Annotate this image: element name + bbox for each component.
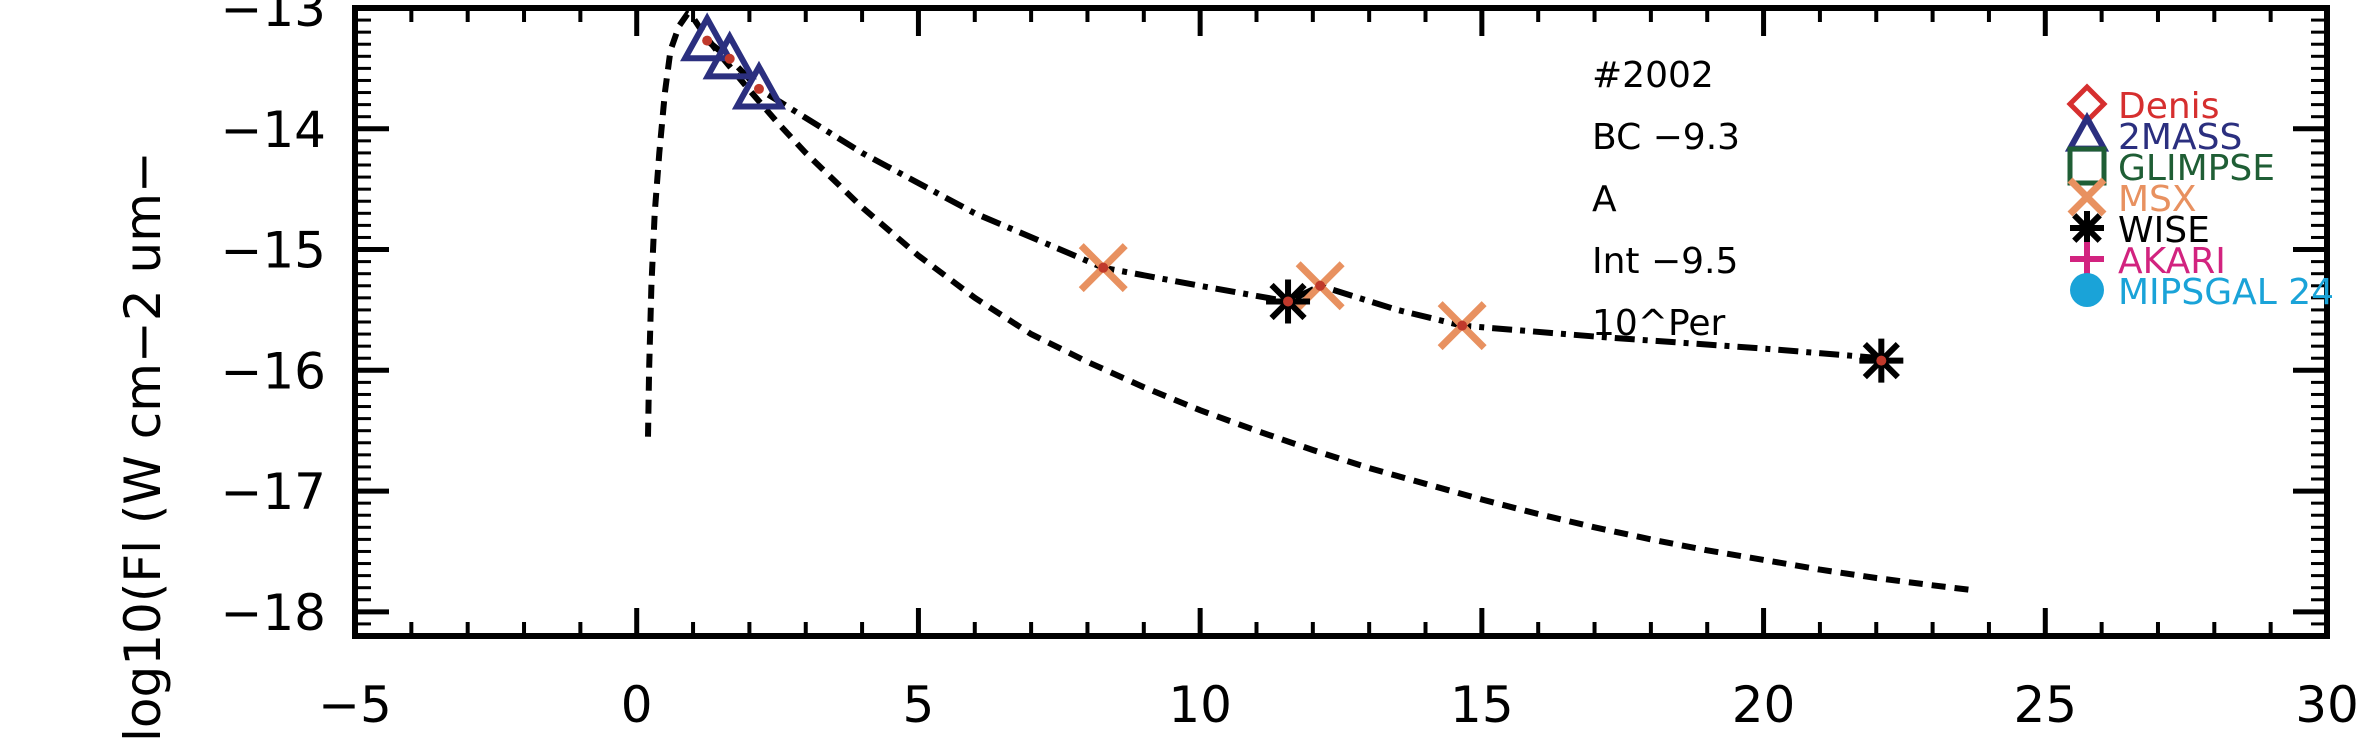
legend-label: AKARI: [2118, 241, 2226, 282]
x-tick-label: 25: [2013, 676, 2077, 734]
data-point-center: [1283, 296, 1294, 307]
y-tick-label: −16: [220, 342, 326, 400]
data-point-2mass: [702, 30, 757, 80]
legend-label: 2MASS: [2118, 117, 2242, 158]
data-point-center: [1315, 280, 1326, 291]
data-point-2mass: [680, 12, 735, 62]
legend-label: GLIMPSE: [2118, 148, 2275, 189]
data-point-center: [1457, 320, 1468, 331]
tick-labels: −5 0 5 10 15 20 25 30 −18 −17 −16 −15 −14 −13: [220, 0, 2358, 734]
x-tick-label: 10: [1168, 676, 1232, 734]
annotations: #2002 BC −9.3 A Int −9.5 10^Per: [1592, 55, 1740, 344]
data-point-2mass: [731, 60, 787, 110]
data-point-center: [1876, 355, 1887, 366]
legend-label: Denis: [2118, 86, 2219, 127]
legend-marker-msx: [2067, 177, 2107, 217]
y-tick-label: −15: [220, 222, 326, 280]
y-tick-label: −18: [220, 584, 326, 642]
legend-marker-glimpse: [2067, 146, 2107, 186]
y-tick-label: −17: [220, 463, 326, 521]
data-point-center: [1098, 262, 1109, 273]
x-tick-label: −5: [318, 676, 392, 734]
legend-label: WISE: [2118, 210, 2210, 251]
y-axis-label: log10(Fl (W cm−2 um−: [114, 151, 172, 742]
annotation-text: Int −9.5: [1592, 241, 1738, 282]
x-tick-label: 20: [1732, 676, 1796, 734]
annotation-text: A: [1592, 179, 1617, 220]
dashed-model-line: [645, 9, 1973, 594]
data-point-center: [724, 53, 735, 64]
y-tick-label: −14: [220, 101, 326, 159]
annotation-text: 10^Per: [1592, 303, 1726, 344]
legend-marker-mipsgal-24: [2070, 273, 2104, 307]
annotation-text: #2002: [1592, 55, 1714, 96]
legend-marker-wise: [2070, 211, 2104, 245]
legend-label: MIPSGAL 24: [2118, 272, 2334, 313]
annotation-text: BC −9.3: [1592, 117, 1740, 158]
legend-label: MSX: [2118, 179, 2197, 220]
legend-marker-2mass: [2064, 111, 2110, 152]
x-tick-label: 0: [621, 676, 653, 734]
x-tick-label: 5: [903, 676, 935, 734]
data-point-center: [753, 83, 764, 94]
plot-frame: [352, 5, 2330, 639]
axis-ticks: [352, 5, 2330, 638]
y-tick-label: −13: [220, 0, 326, 38]
data-points: [680, 12, 1904, 383]
data-point-center: [702, 35, 713, 46]
legend-marker-akari: [2070, 242, 2104, 276]
x-tick-label: 15: [1450, 676, 1514, 734]
x-tick-label: 30: [2295, 676, 2359, 734]
